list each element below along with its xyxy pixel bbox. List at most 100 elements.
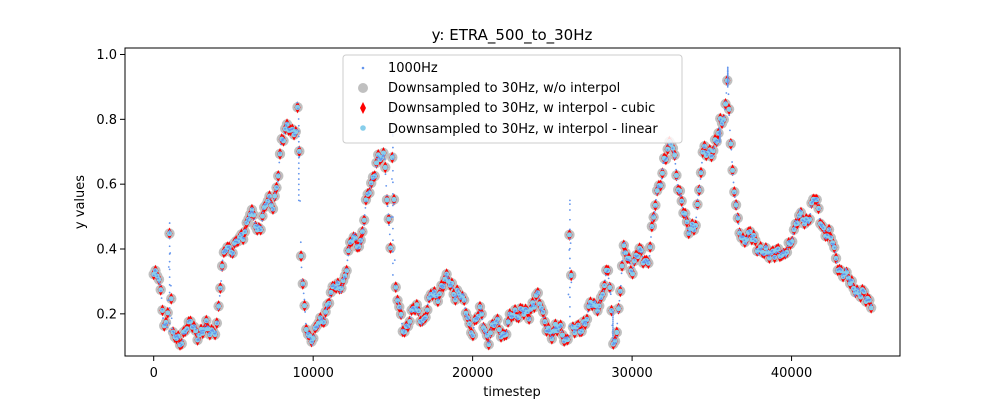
point-linear (552, 321, 558, 327)
y-axis-ticks: 0.2 0.4 0.6 0.8 1.0 (96, 48, 125, 322)
point-1000hz (531, 305, 534, 308)
point-linear (323, 309, 329, 315)
point-1000hz (232, 251, 235, 254)
point-1000hz (393, 259, 396, 261)
point-1000hz (506, 323, 509, 326)
point-1000hz (347, 246, 350, 248)
series-1000hz (152, 66, 873, 347)
point-1000hz (362, 228, 365, 231)
point-1000hz (410, 310, 413, 313)
point-1000hz (469, 325, 472, 328)
point-1000hz (651, 219, 654, 222)
point-1000hz (486, 337, 489, 339)
point-1000hz (297, 135, 300, 138)
point-1000hz (800, 210, 802, 212)
point-1000hz (223, 250, 225, 253)
point-1000hz (340, 286, 343, 288)
point-1000hz (536, 291, 539, 294)
point-1000hz (569, 325, 571, 328)
point-1000hz (751, 238, 754, 241)
point-1000hz (773, 257, 776, 260)
point-linear (652, 202, 658, 208)
point-1000hz (159, 289, 162, 292)
point-1000hz (612, 336, 614, 339)
point-1000hz (195, 333, 198, 336)
point-1000hz (702, 146, 705, 149)
point-1000hz (280, 140, 283, 143)
point-1000hz (329, 295, 332, 298)
x-axis-label: timestep (483, 385, 541, 400)
point-1000hz (396, 300, 399, 303)
point-1000hz (214, 332, 217, 335)
point-1000hz (499, 336, 502, 339)
point-1000hz (612, 328, 614, 331)
point-1000hz (514, 309, 517, 312)
point-1000hz (855, 289, 858, 292)
point-1000hz (701, 161, 703, 164)
point-1000hz (816, 199, 819, 202)
point-1000hz (207, 325, 210, 328)
point-1000hz (826, 234, 829, 236)
point-1000hz (825, 237, 827, 240)
point-1000hz (561, 330, 563, 333)
point-1000hz (622, 251, 624, 254)
x-tick-label: 20000 (452, 366, 493, 381)
point-linear (798, 210, 804, 216)
point-1000hz (359, 239, 362, 242)
point-1000hz (439, 288, 441, 291)
point-1000hz (646, 260, 649, 263)
point-1000hz (303, 298, 306, 301)
point-1000hz (305, 332, 308, 334)
point-1000hz (726, 80, 729, 83)
point-1000hz (697, 194, 700, 197)
point-1000hz (767, 253, 769, 256)
point-1000hz (598, 305, 601, 308)
point-1000hz (216, 320, 219, 323)
point-1000hz (243, 237, 246, 240)
y-tick-label: 0.2 (96, 307, 117, 322)
point-1000hz (325, 307, 328, 310)
point-1000hz (454, 295, 457, 298)
legend-marker-1000hz (361, 66, 365, 70)
point-1000hz (317, 326, 319, 329)
point-1000hz (726, 83, 729, 86)
point-1000hz (179, 342, 182, 345)
point-1000hz (480, 311, 483, 314)
point-linear (677, 188, 683, 194)
point-1000hz (449, 281, 452, 284)
point-1000hz (571, 324, 574, 327)
point-1000hz (569, 199, 571, 202)
point-1000hz (208, 332, 210, 335)
point-1000hz (253, 218, 256, 221)
point-1000hz (541, 306, 543, 309)
point-1000hz (154, 270, 157, 272)
point-1000hz (533, 302, 535, 305)
point-1000hz (238, 238, 240, 241)
point-1000hz (208, 334, 211, 337)
point-1000hz (368, 192, 370, 195)
point-1000hz (633, 258, 636, 261)
point-linear (622, 250, 629, 256)
point-1000hz (297, 183, 300, 186)
point-1000hz (485, 331, 487, 334)
point-1000hz (385, 184, 388, 187)
point-1000hz (604, 279, 606, 282)
point-linear (463, 310, 469, 316)
point-1000hz (851, 283, 854, 286)
point-1000hz (285, 124, 288, 127)
point-1000hz (447, 278, 450, 281)
point-linear (393, 284, 399, 290)
point-1000hz (467, 317, 469, 320)
point-linear (328, 289, 334, 295)
point-1000hz (567, 293, 570, 296)
point-1000hz (577, 325, 580, 328)
point-1000hz (685, 217, 688, 220)
point-1000hz (743, 239, 746, 242)
point-1000hz (204, 324, 207, 326)
point-1000hz (594, 300, 596, 302)
point-1000hz (152, 274, 155, 277)
point-1000hz (185, 332, 187, 335)
point-1000hz (274, 192, 276, 194)
point-1000hz (665, 156, 668, 159)
point-1000hz (617, 311, 619, 314)
